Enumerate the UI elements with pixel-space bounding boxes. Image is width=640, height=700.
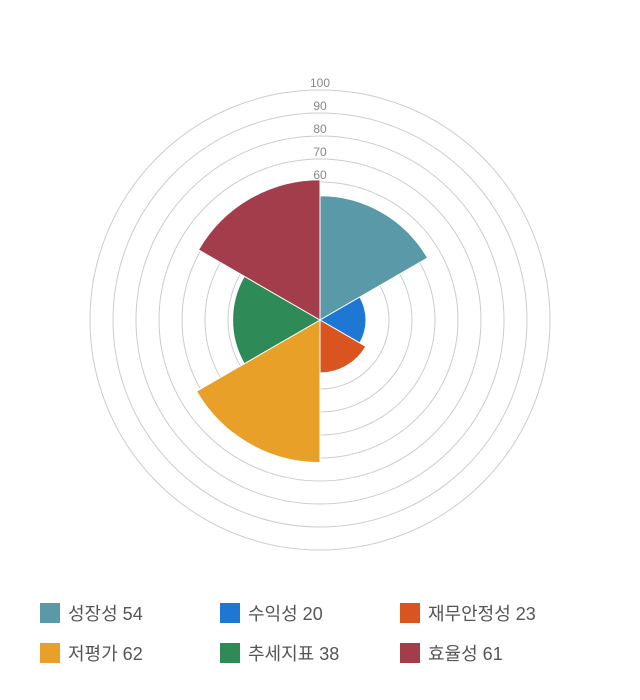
legend-label: 추세지표 38 — [248, 640, 339, 666]
legend: 성장성 54 수익성 20 재무안정성 23 저평가 62 추세지표 38 효율… — [40, 600, 600, 680]
legend-swatch — [40, 603, 60, 623]
svg-text:90: 90 — [313, 99, 327, 113]
legend-label: 수익성 20 — [248, 600, 323, 626]
legend-item: 수익성 20 — [220, 600, 400, 626]
legend-swatch — [40, 643, 60, 663]
legend-row: 성장성 54 수익성 20 재무안정성 23 — [40, 600, 600, 626]
legend-label: 성장성 54 — [68, 600, 143, 626]
legend-swatch — [220, 643, 240, 663]
svg-text:100: 100 — [310, 76, 330, 90]
legend-swatch — [400, 603, 420, 623]
svg-text:80: 80 — [313, 122, 327, 136]
chart-svg: 60708090100 — [0, 0, 640, 560]
legend-item: 저평가 62 — [40, 640, 220, 666]
legend-item: 재무안정성 23 — [400, 600, 580, 626]
legend-label: 저평가 62 — [68, 640, 143, 666]
legend-item: 추세지표 38 — [220, 640, 400, 666]
legend-row: 저평가 62 추세지표 38 효율성 61 — [40, 640, 600, 666]
polar-chart: 60708090100 — [0, 0, 640, 560]
legend-item: 효율성 61 — [400, 640, 580, 666]
svg-text:70: 70 — [313, 145, 327, 159]
legend-item: 성장성 54 — [40, 600, 220, 626]
legend-label: 효율성 61 — [428, 640, 503, 666]
legend-label: 재무안정성 23 — [428, 600, 536, 626]
legend-swatch — [400, 643, 420, 663]
legend-swatch — [220, 603, 240, 623]
